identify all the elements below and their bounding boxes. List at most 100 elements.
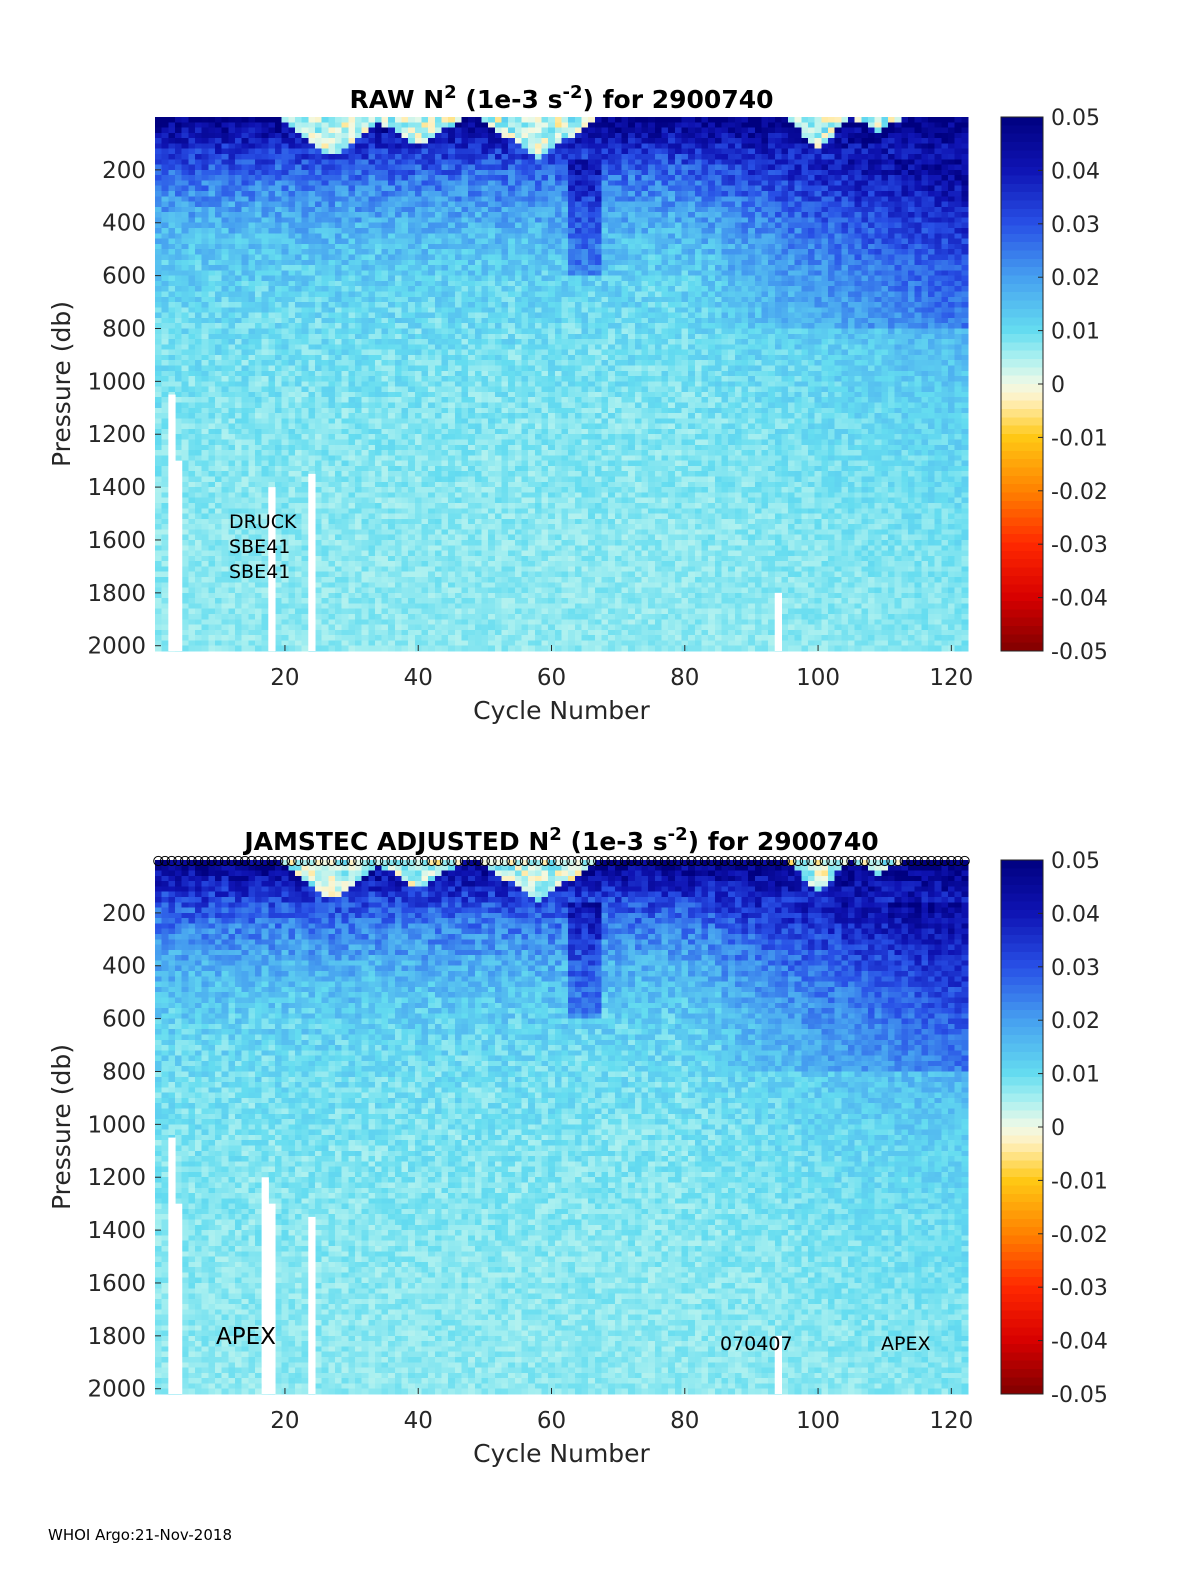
heatmap-cell: [475, 408, 482, 414]
heatmap-cell: [388, 588, 395, 594]
heatmap-cell: [315, 202, 322, 208]
heatmap-cell: [295, 397, 302, 403]
heatmap-cell: [295, 471, 302, 477]
heatmap-cell: [235, 270, 242, 276]
heatmap-cell: [202, 593, 209, 599]
heatmap-cell: [442, 492, 449, 498]
heatmap-cell: [348, 545, 355, 551]
heatmap-cell: [262, 233, 269, 239]
heatmap-cell: [348, 122, 355, 128]
heatmap-cell: [302, 360, 309, 366]
heatmap-cell: [155, 128, 162, 134]
heatmap-cell: [308, 381, 315, 387]
heatmap-cell: [368, 355, 375, 361]
heatmap-cell: [415, 545, 422, 551]
heatmap-cell: [455, 339, 462, 345]
heatmap-cell: [248, 445, 255, 451]
heatmap-cell: [255, 588, 262, 594]
heatmap-cell: [188, 392, 195, 398]
heatmap-cell: [435, 418, 442, 424]
heatmap-cell: [255, 593, 262, 599]
heatmap-cell: [195, 381, 202, 387]
heatmap-cell: [408, 212, 415, 218]
heatmap-cell: [428, 450, 435, 456]
heatmap-cell: [415, 281, 422, 287]
heatmap-cell: [462, 276, 469, 282]
heatmap-cell: [328, 207, 335, 213]
heatmap-cell: [182, 318, 189, 324]
heatmap-cell: [215, 286, 222, 292]
heatmap-cell: [435, 614, 442, 620]
heatmap-cell: [168, 265, 175, 271]
heatmap-cell: [282, 244, 289, 250]
heatmap-cell: [368, 143, 375, 149]
heatmap-cell: [162, 265, 169, 271]
heatmap-cell: [315, 630, 322, 636]
heatmap-cell: [375, 302, 382, 308]
heatmap-cell: [202, 244, 209, 250]
heatmap-cell: [375, 376, 382, 382]
heatmap-cell: [335, 212, 342, 218]
heatmap-cell: [468, 630, 475, 636]
heatmap-cell: [402, 466, 409, 472]
heatmap-cell: [462, 291, 469, 297]
heatmap-cell: [382, 440, 389, 446]
heatmap-cell: [388, 270, 395, 276]
heatmap-cell: [368, 297, 375, 303]
heatmap-cell: [208, 609, 215, 615]
heatmap-cell: [215, 572, 222, 578]
heatmap-cell: [228, 276, 235, 282]
heatmap-cell: [235, 281, 242, 287]
heatmap-cell: [455, 392, 462, 398]
heatmap-cell: [395, 408, 402, 414]
heatmap-cell: [415, 254, 422, 260]
heatmap-cell: [268, 350, 275, 356]
heatmap-cell: [362, 466, 369, 472]
heatmap-cell: [462, 503, 469, 509]
heatmap-cell: [355, 360, 362, 366]
heatmap-cell: [415, 418, 422, 424]
heatmap-cell: [355, 117, 362, 123]
heatmap-cell: [302, 566, 309, 572]
heatmap-cell: [482, 233, 489, 239]
heatmap-cell: [282, 133, 289, 139]
heatmap-cell: [435, 630, 442, 636]
heatmap-cell: [422, 339, 429, 345]
heatmap-cell: [302, 498, 309, 504]
heatmap-cell: [322, 524, 329, 530]
heatmap-cell: [375, 466, 382, 472]
heatmap-cell: [222, 424, 229, 430]
heatmap-cell: [475, 360, 482, 366]
heatmap-cell: [248, 630, 255, 636]
heatmap-cell: [408, 318, 415, 324]
heatmap-cell: [422, 577, 429, 583]
heatmap-cell: [162, 471, 169, 477]
heatmap-cell: [268, 159, 275, 165]
heatmap-cell: [435, 207, 442, 213]
heatmap-cell: [428, 318, 435, 324]
heatmap-cell: [468, 138, 475, 144]
heatmap-cell: [175, 249, 182, 255]
heatmap-cell: [255, 487, 262, 493]
heatmap-cell: [382, 307, 389, 313]
heatmap-cell: [262, 445, 269, 451]
heatmap-cell: [208, 223, 215, 229]
heatmap-cell: [255, 492, 262, 498]
heatmap-cell: [235, 503, 242, 509]
heatmap-cell: [162, 635, 169, 641]
heatmap-cell: [195, 492, 202, 498]
heatmap-cell: [442, 646, 449, 652]
heatmap-cell: [428, 429, 435, 435]
heatmap-cell: [228, 482, 235, 488]
heatmap-cell: [182, 566, 189, 572]
heatmap-cell: [255, 339, 262, 345]
heatmap-cell: [215, 640, 222, 646]
heatmap-cell: [268, 212, 275, 218]
heatmap-cell: [415, 455, 422, 461]
heatmap-cell: [275, 318, 282, 324]
heatmap-cell: [215, 149, 222, 155]
heatmap-cell: [315, 566, 322, 572]
heatmap-cell: [435, 603, 442, 609]
heatmap-cell: [188, 381, 195, 387]
heatmap-cell: [188, 355, 195, 361]
